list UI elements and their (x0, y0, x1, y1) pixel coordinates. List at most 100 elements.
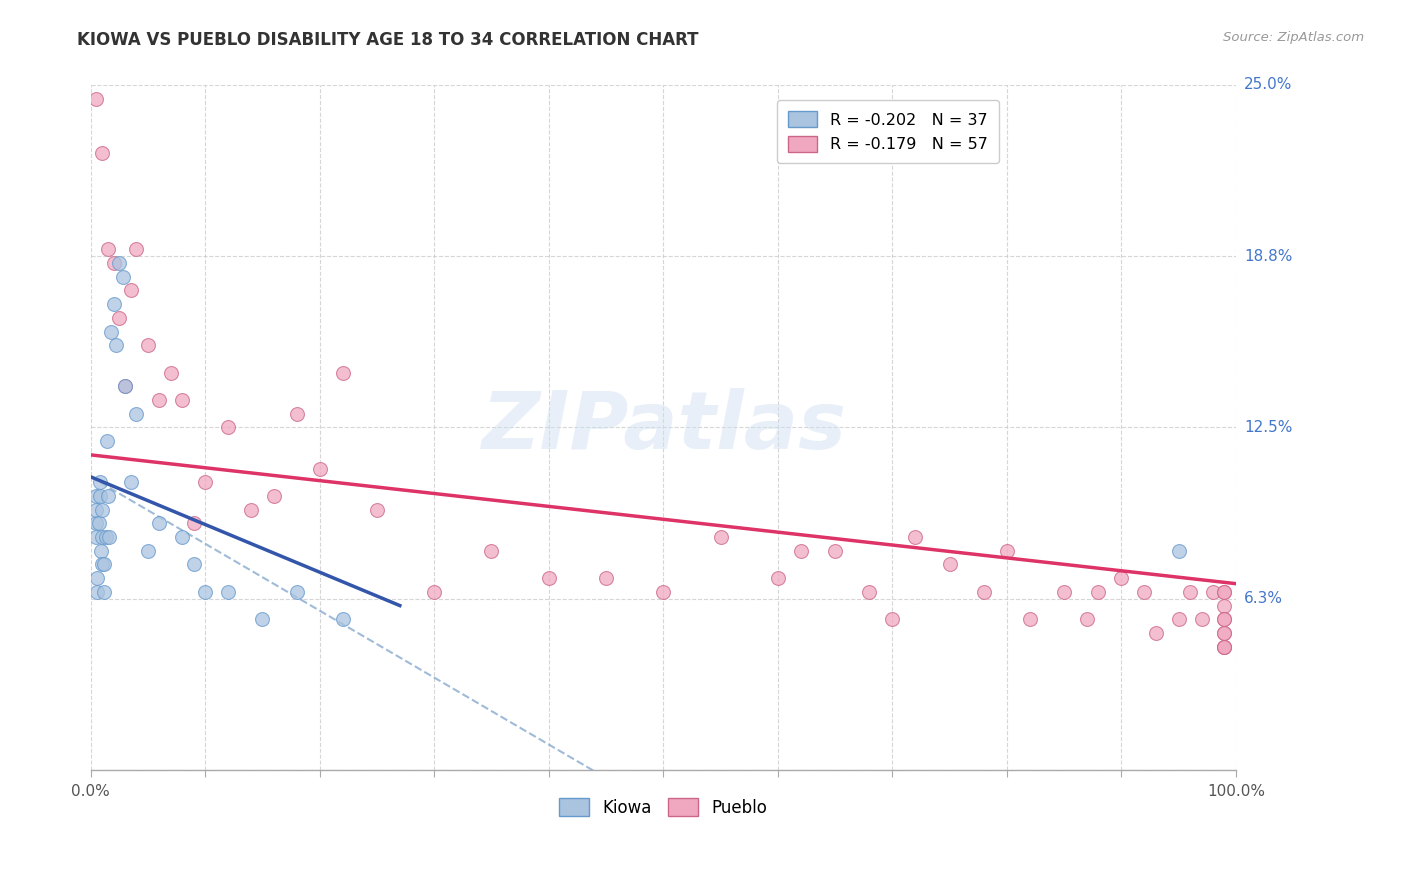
Point (217, 420, 239, 434)
Point (263, 489, 285, 503)
Point (1018, 612, 1040, 626)
Text: ZIPatlas: ZIPatlas (481, 389, 846, 467)
Point (91, 502, 114, 516)
Point (652, 585, 675, 599)
Point (111, 269, 134, 284)
Legend: Kiowa, Pueblo: Kiowa, Pueblo (553, 792, 775, 823)
Point (194, 475, 217, 490)
Point (172, 393, 194, 408)
Point (1202, 585, 1225, 599)
Point (285, 585, 308, 599)
Point (537, 571, 560, 585)
Point (159, 366, 181, 380)
Point (1213, 640, 1236, 654)
Point (96, 434, 118, 449)
Point (91, 530, 114, 544)
Point (1178, 585, 1201, 599)
Point (114, 379, 136, 393)
Point (1167, 612, 1189, 626)
Point (1087, 585, 1109, 599)
Point (125, 407, 148, 421)
Text: 18.8%: 18.8% (1244, 249, 1292, 264)
Point (86, 585, 108, 599)
Text: 25.0%: 25.0% (1244, 78, 1292, 93)
Point (332, 612, 354, 626)
Point (183, 558, 205, 572)
Point (108, 256, 131, 270)
Point (120, 475, 142, 490)
Point (938, 558, 960, 572)
Point (709, 530, 731, 544)
Point (86, 489, 108, 503)
Point (332, 366, 354, 380)
Point (89, 489, 111, 503)
Point (91, 558, 114, 572)
Point (1213, 612, 1236, 626)
Point (824, 543, 846, 558)
Point (1213, 585, 1236, 599)
Point (481, 543, 503, 558)
Point (87, 516, 110, 531)
Point (183, 516, 205, 531)
Point (148, 516, 170, 531)
Point (136, 338, 159, 352)
Point (86, 502, 108, 516)
Point (1133, 585, 1156, 599)
Point (90, 543, 112, 558)
Point (1213, 599, 1236, 613)
Point (86, 92, 108, 106)
Point (136, 543, 159, 558)
Point (148, 393, 170, 408)
Point (1111, 571, 1133, 585)
Point (904, 530, 927, 544)
Point (103, 256, 125, 270)
Point (97, 530, 120, 544)
Point (86, 571, 108, 585)
Point (308, 461, 330, 475)
Point (217, 585, 239, 599)
Point (120, 284, 142, 298)
Point (86, 516, 108, 531)
Text: KIOWA VS PUEBLO DISABILITY AGE 18 TO 34 CORRELATION CHART: KIOWA VS PUEBLO DISABILITY AGE 18 TO 34 … (77, 31, 699, 49)
Point (1191, 612, 1213, 626)
Point (1213, 612, 1236, 626)
Point (91, 146, 114, 161)
Point (252, 612, 274, 626)
Point (1213, 640, 1236, 654)
Point (108, 310, 131, 325)
Point (93, 585, 115, 599)
Point (94, 530, 117, 544)
Point (995, 543, 1018, 558)
Point (125, 243, 148, 257)
Point (1076, 612, 1098, 626)
Point (789, 543, 811, 558)
Point (1053, 585, 1076, 599)
Point (100, 325, 122, 339)
Point (89, 475, 111, 490)
Point (366, 502, 388, 516)
Point (86, 530, 108, 544)
Point (93, 558, 115, 572)
Point (1213, 585, 1236, 599)
Point (97, 243, 120, 257)
Point (882, 612, 904, 626)
Point (766, 571, 789, 585)
Text: 6.3%: 6.3% (1244, 591, 1284, 607)
Point (595, 571, 617, 585)
Point (194, 585, 217, 599)
Point (1167, 543, 1189, 558)
Text: Source: ZipAtlas.com: Source: ZipAtlas.com (1223, 31, 1364, 45)
Point (1213, 640, 1236, 654)
Point (1213, 626, 1236, 640)
Point (285, 407, 308, 421)
Point (423, 585, 446, 599)
Point (1213, 626, 1236, 640)
Point (858, 585, 880, 599)
Point (97, 489, 120, 503)
Point (104, 338, 127, 352)
Point (973, 585, 995, 599)
Point (103, 297, 125, 311)
Point (239, 502, 262, 516)
Text: 12.5%: 12.5% (1244, 420, 1292, 435)
Point (1144, 626, 1167, 640)
